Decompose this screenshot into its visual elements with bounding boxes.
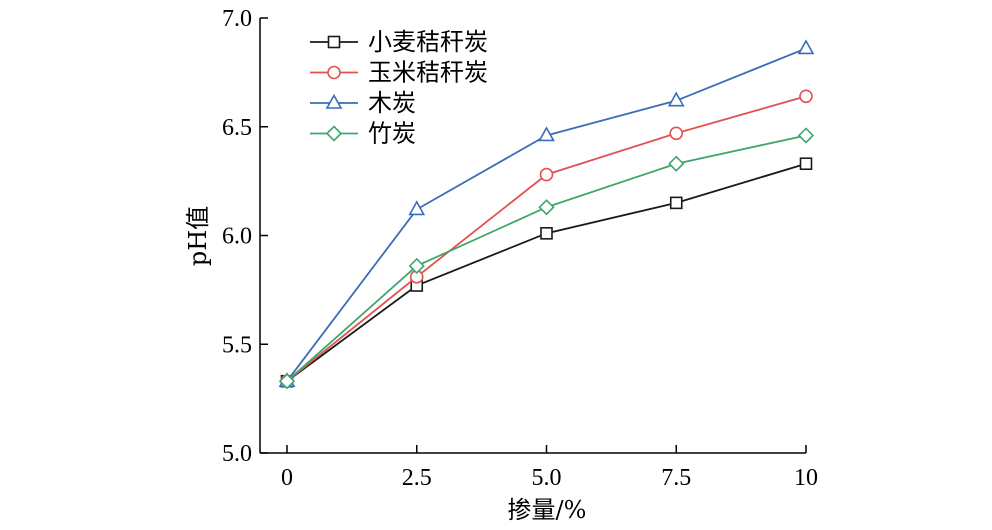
data-point: [799, 157, 813, 171]
data-point: [669, 126, 684, 141]
legend-item: 玉米秸秆炭: [310, 59, 488, 87]
series-square: [280, 157, 813, 388]
data-point: [797, 127, 815, 144]
y-tick-label: 5.5: [222, 332, 252, 358]
legend-label: 玉米秸秆炭: [368, 59, 488, 87]
series-line: [286, 162, 807, 382]
legend-marker: [327, 65, 341, 80]
data-point: [539, 167, 554, 182]
y-axis-title: pH值: [184, 206, 212, 266]
legend-item: 木炭: [310, 89, 416, 117]
data-point: [799, 89, 813, 104]
data-point: [538, 126, 555, 142]
data-point: [408, 257, 425, 275]
legend-label: 木炭: [368, 89, 416, 117]
series-diamond: [278, 127, 815, 390]
data-point: [668, 155, 685, 172]
data-point: [278, 373, 296, 390]
x-tick-label: 10: [794, 465, 818, 491]
legend-marker: [325, 93, 343, 109]
data-point: [408, 200, 426, 216]
legend-label: 竹炭: [368, 120, 416, 148]
x-tick-label: 5.0: [532, 465, 562, 491]
y-tick-label: 6.5: [222, 115, 252, 141]
data-point: [797, 39, 815, 55]
y-tick-label: 5.0: [222, 441, 252, 467]
x-axis-title: 掺量/%: [508, 496, 587, 524]
series-layer: [278, 39, 815, 390]
axes: 5.0 5.5 6.0 6.5 7.0 0 2.5 5.0 7.5 10: [222, 6, 818, 491]
data-point: [540, 227, 553, 240]
legend-item: 小麦秸秆炭: [310, 28, 488, 56]
legend-item: 竹炭: [310, 120, 416, 148]
legend-marker: [325, 125, 343, 142]
x-tick-label: 2.5: [402, 465, 432, 491]
data-point: [669, 196, 683, 210]
legend-label: 小麦秸秆炭: [368, 28, 488, 56]
y-tick-label: 6.0: [222, 224, 252, 250]
legend-marker: [327, 35, 341, 49]
x-tick-label: 0: [281, 465, 293, 491]
y-tick-label: 7.0: [222, 6, 252, 32]
x-tick-label: 7.5: [661, 465, 691, 491]
data-point: [538, 199, 555, 216]
data-point: [667, 91, 685, 107]
